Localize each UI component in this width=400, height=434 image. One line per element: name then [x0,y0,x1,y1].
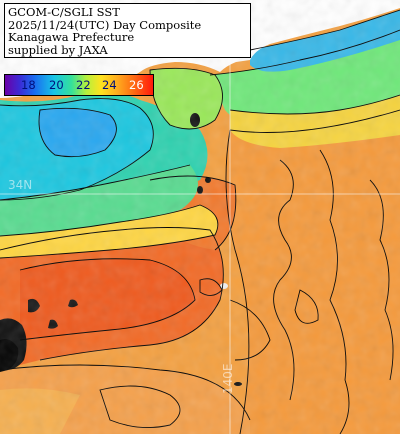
legend-tick-18: 18 [21,78,36,92]
legend-tick-24: 24 [102,78,117,92]
sst-color-legend: 18 20 22 24 26 [4,74,154,96]
title-line-4: supplied by JAXA [8,42,108,57]
title-line-2: 2025/11/24(UTC) Day Composite [8,17,202,32]
title-box: GCOM-C/SGLI SST 2025/11/24(UTC) Day Comp… [4,3,251,58]
lon-label-140e: 140E [221,363,235,395]
legend-tick-26: 26 [129,78,144,92]
lat-label-34n: 34N [8,178,33,192]
title-line-3: Kanagawa Prefecture [8,30,135,44]
title-line-1: GCOM-C/SGLI SST [8,5,120,19]
legend-tick-20: 20 [49,78,64,92]
legend-tick-22: 22 [76,78,91,92]
